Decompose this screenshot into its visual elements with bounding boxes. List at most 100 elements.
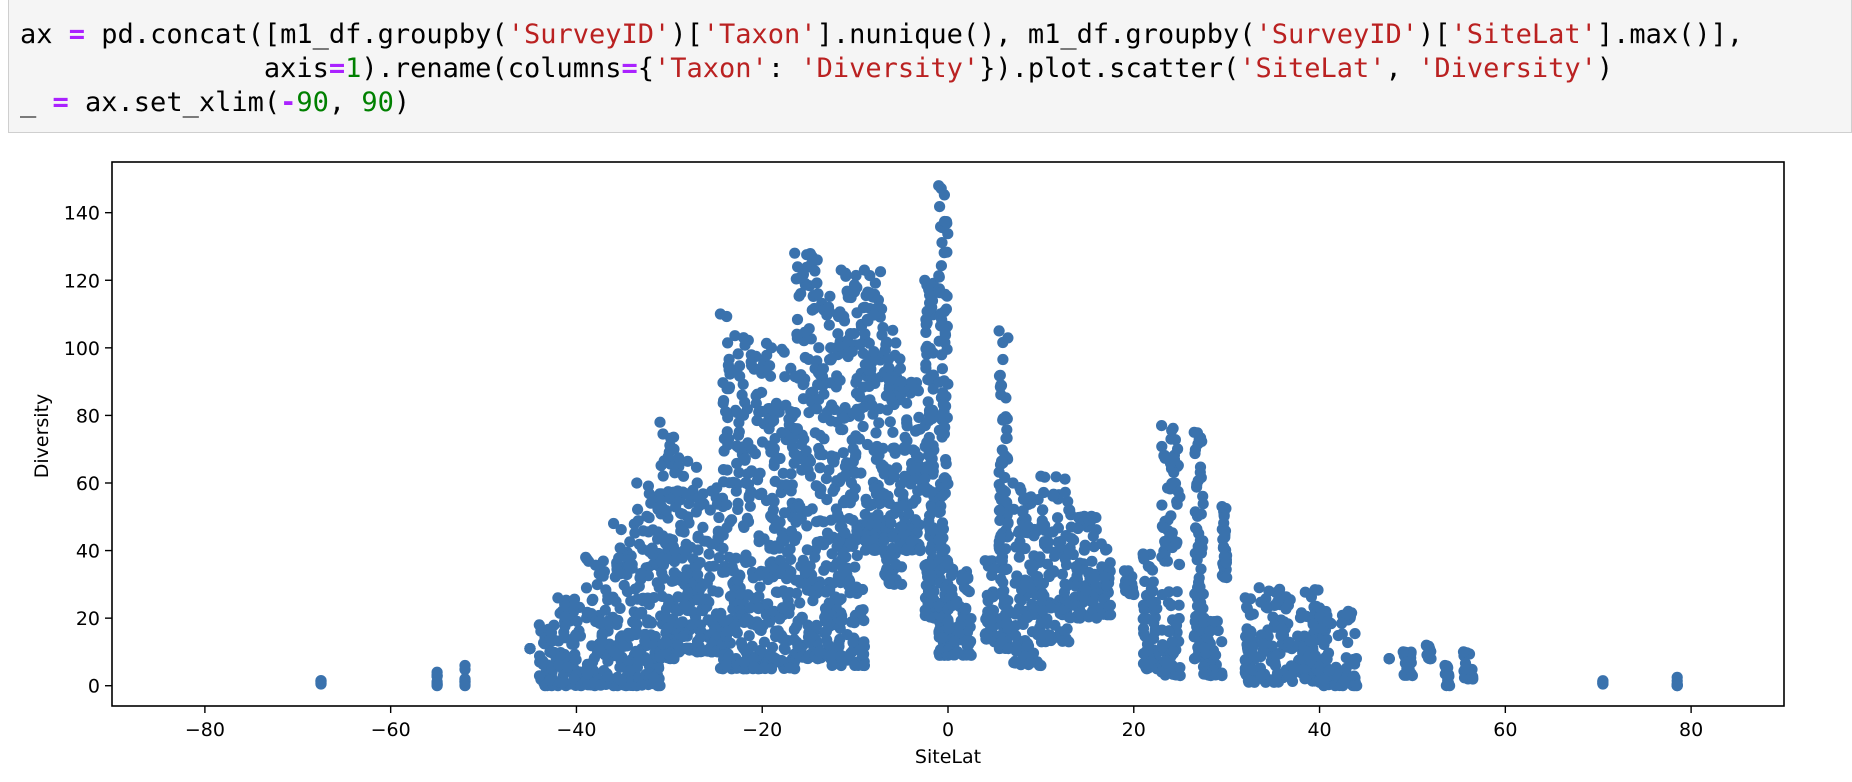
- scatter-point: [858, 659, 871, 672]
- scatter-point: [744, 500, 756, 512]
- scatter-point: [821, 585, 833, 597]
- scatter-point: [1597, 678, 1609, 690]
- scatter-point: [923, 515, 935, 527]
- scatter-point: [868, 543, 881, 555]
- scatter-point: [847, 443, 859, 455]
- scatter-point: [1009, 657, 1022, 669]
- scatter-point: [777, 602, 789, 614]
- scatter-points: [315, 180, 1683, 692]
- scatter-point: [1018, 579, 1030, 591]
- scatter-point: [851, 550, 863, 562]
- scatter-point: [721, 499, 733, 511]
- scatter-point: [789, 663, 801, 675]
- scatter-point: [873, 417, 885, 429]
- scatter-point: [819, 611, 831, 623]
- scatter-point: [997, 576, 1009, 589]
- scatter-point: [717, 377, 729, 389]
- scatter-point: [770, 586, 783, 598]
- scatter-point: [789, 247, 801, 259]
- scatter-point: [941, 217, 953, 229]
- scatter-point: [1148, 633, 1160, 645]
- x-tick-label: 60: [1493, 719, 1517, 741]
- scatter-point: [903, 508, 915, 520]
- scatter-point: [913, 411, 925, 423]
- scatter-point: [1257, 638, 1269, 650]
- code-cell[interactable]: ax = pd.concat([m1_df.groupby('SurveyID'…: [8, 0, 1852, 133]
- scatter-point: [1293, 654, 1305, 666]
- scatter-point: [994, 369, 1006, 381]
- scatter-point: [995, 379, 1008, 392]
- scatter-point: [1299, 586, 1311, 598]
- scatter-point: [859, 328, 871, 340]
- scatter-point: [571, 615, 583, 627]
- scatter-point: [623, 560, 635, 572]
- scatter-point: [648, 671, 660, 684]
- scatter-point: [669, 545, 682, 557]
- scatter-point: [1268, 676, 1280, 688]
- scatter-point: [622, 627, 634, 639]
- scatter-point: [791, 423, 804, 435]
- x-tick-label: 40: [1307, 719, 1331, 741]
- scatter-point: [611, 563, 623, 576]
- scatter-point: [1270, 650, 1282, 662]
- scatter-point: [692, 544, 704, 556]
- scatter-point: [823, 597, 835, 609]
- scatter-point: [1138, 648, 1150, 660]
- scatter-point: [938, 189, 951, 201]
- scatter-point: [738, 332, 750, 344]
- scatter-point: [1170, 538, 1182, 550]
- scatter-point: [894, 362, 907, 374]
- scatter-point: [741, 512, 754, 524]
- scatter-point: [822, 301, 835, 313]
- scatter-point: [817, 412, 830, 424]
- scatter-point: [922, 396, 934, 408]
- scatter-point: [960, 604, 972, 616]
- scatter-point: [863, 380, 875, 392]
- scatter-point: [823, 319, 835, 331]
- scatter-point: [668, 575, 680, 587]
- scatter-point: [1188, 426, 1200, 438]
- scatter-point: [813, 394, 825, 406]
- scatter-point: [1208, 616, 1220, 628]
- scatter-point: [1173, 599, 1185, 611]
- scatter-point: [1671, 680, 1683, 692]
- scatter-point: [1193, 528, 1205, 540]
- scatter-point: [1189, 444, 1201, 456]
- scatter-point: [1064, 612, 1076, 624]
- y-axis: 0 20 40 60 80 100 120 140: [64, 203, 112, 698]
- scatter-point: [768, 415, 780, 427]
- scatter-point: [844, 537, 856, 549]
- scatter-point: [715, 607, 727, 619]
- scatter-point: [954, 619, 966, 631]
- scatter-point: [714, 308, 727, 320]
- scatter-point: [769, 514, 781, 526]
- scatter-point: [1001, 496, 1013, 508]
- scatter-point: [1241, 623, 1253, 635]
- scatter-point: [631, 593, 644, 605]
- scatter-point: [1166, 424, 1178, 437]
- scatter-point: [857, 604, 869, 616]
- scatter-point: [797, 379, 809, 391]
- scatter-point: [1086, 555, 1098, 567]
- scatter-point: [1009, 620, 1021, 632]
- scatter-point: [1439, 659, 1451, 672]
- scatter-point: [1159, 452, 1171, 464]
- scatter-point: [818, 516, 830, 528]
- scatter-point: [752, 620, 764, 632]
- scatter-point: [1174, 662, 1186, 674]
- scatter-point: [1049, 549, 1061, 562]
- scatter-point: [552, 635, 565, 647]
- scatter-point: [1299, 673, 1311, 685]
- scatter-point: [740, 556, 752, 568]
- scatter-point: [952, 646, 964, 658]
- scatter-point: [702, 614, 714, 626]
- scatter-point: [692, 530, 704, 542]
- code-token: 'Diversity': [800, 53, 980, 84]
- scatter-point: [776, 534, 788, 546]
- scatter-point: [1001, 424, 1013, 436]
- scatter-point: [1188, 631, 1200, 643]
- scatter-point: [1349, 628, 1361, 640]
- x-tick-label: −80: [185, 719, 225, 741]
- scatter-point: [754, 581, 766, 593]
- scatter-point: [1336, 617, 1348, 629]
